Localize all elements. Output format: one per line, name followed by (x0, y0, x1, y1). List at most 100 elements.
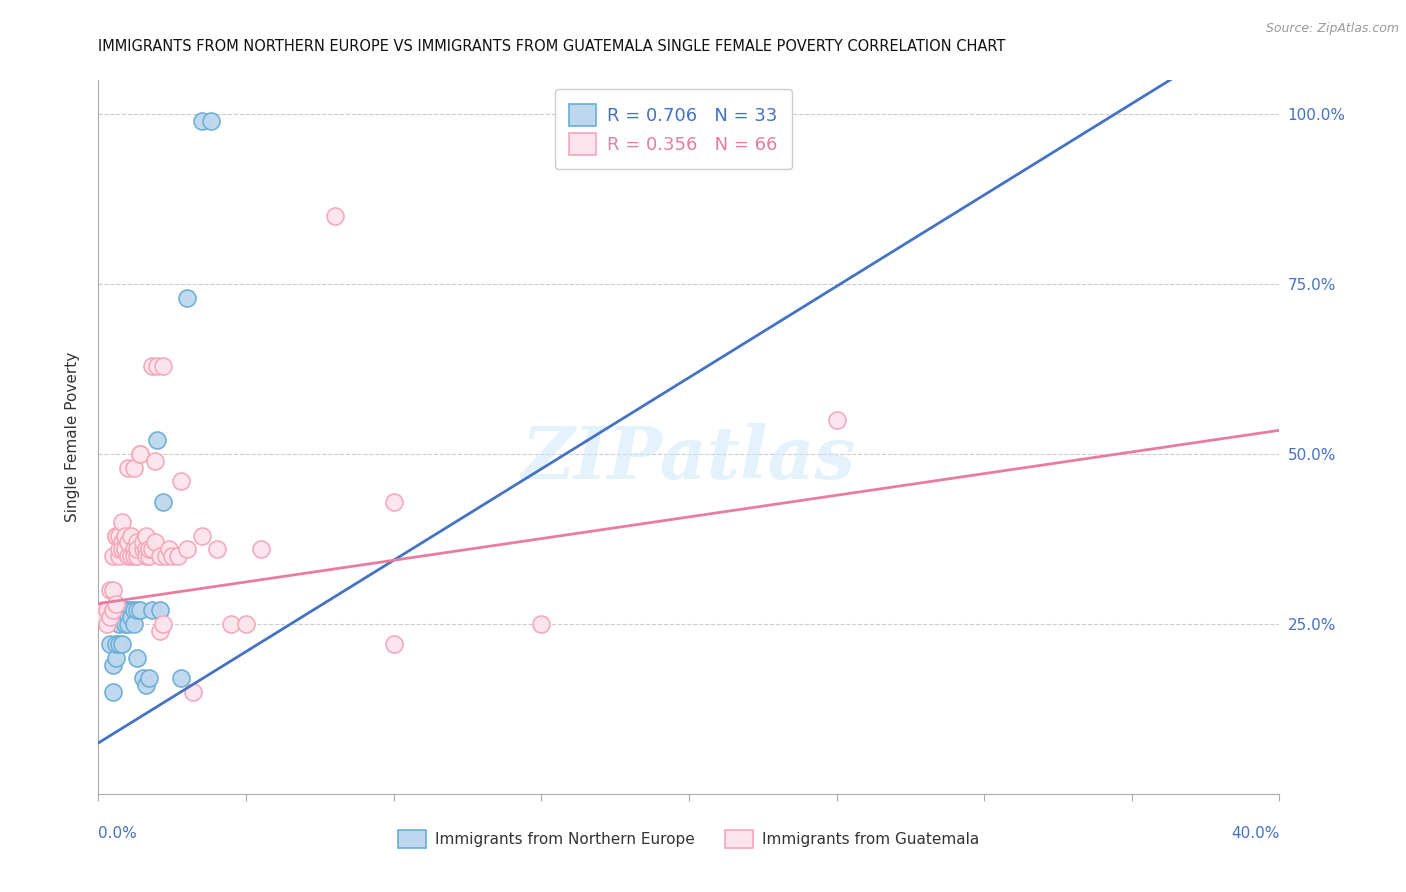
Point (200, 114, 222, 128)
Point (132, 671, 155, 685)
Text: ZIPatlas: ZIPatlas (522, 423, 856, 494)
Point (138, 671, 160, 685)
Point (125, 549, 148, 563)
Point (117, 617, 139, 632)
Point (93, 603, 115, 617)
Point (135, 542, 157, 557)
Point (108, 549, 131, 563)
Point (108, 637, 131, 651)
Point (135, 549, 157, 563)
Point (122, 549, 145, 563)
Point (96, 603, 118, 617)
Point (117, 549, 139, 563)
Point (117, 610, 139, 624)
Point (108, 528, 131, 542)
Point (108, 542, 131, 557)
Point (122, 542, 145, 557)
Point (111, 542, 134, 557)
Point (103, 685, 125, 699)
Point (103, 549, 125, 563)
Point (108, 617, 131, 632)
Point (143, 535, 166, 549)
Point (138, 542, 160, 557)
Point (111, 515, 134, 529)
Point (128, 447, 150, 461)
Point (143, 454, 166, 468)
Point (105, 528, 128, 542)
Point (135, 678, 157, 692)
Point (120, 603, 142, 617)
Text: 40.0%: 40.0% (1232, 827, 1279, 841)
Point (122, 603, 145, 617)
Point (128, 447, 150, 461)
Point (96, 617, 118, 632)
Point (111, 603, 134, 617)
Point (382, 637, 405, 651)
Point (122, 460, 145, 475)
Point (155, 549, 177, 563)
Point (149, 624, 172, 638)
Point (135, 528, 157, 542)
Point (117, 603, 139, 617)
Point (114, 603, 136, 617)
Point (120, 610, 142, 624)
Point (125, 651, 148, 665)
Point (181, 685, 204, 699)
Point (141, 542, 163, 557)
Point (170, 475, 193, 489)
Point (105, 651, 128, 665)
Legend: Immigrants from Northern Europe, Immigrants from Guatemala: Immigrants from Northern Europe, Immigra… (392, 824, 986, 854)
Point (152, 359, 174, 373)
Point (162, 549, 183, 563)
Point (114, 528, 136, 542)
Point (138, 549, 160, 563)
Point (176, 291, 198, 305)
Text: Source: ZipAtlas.com: Source: ZipAtlas.com (1265, 22, 1399, 36)
Point (103, 657, 125, 672)
Point (152, 617, 174, 632)
Point (111, 535, 134, 549)
Point (114, 542, 136, 557)
Point (250, 542, 273, 557)
Point (111, 637, 134, 651)
Point (125, 603, 148, 617)
Point (191, 114, 214, 128)
Point (146, 359, 169, 373)
Y-axis label: Single Female Poverty: Single Female Poverty (65, 352, 80, 522)
Point (117, 535, 139, 549)
Point (132, 542, 155, 557)
Point (157, 542, 180, 557)
Point (93, 610, 115, 624)
Point (105, 597, 128, 611)
Point (219, 617, 242, 632)
Point (205, 542, 228, 557)
Text: 0.0%: 0.0% (98, 827, 138, 841)
Point (105, 637, 128, 651)
Point (149, 603, 172, 617)
Point (530, 617, 553, 632)
Point (191, 528, 214, 542)
Point (120, 549, 142, 563)
Point (323, 209, 346, 223)
Point (98, 637, 121, 651)
Point (825, 413, 848, 427)
Text: IMMIGRANTS FROM NORTHERN EUROPE VS IMMIGRANTS FROM GUATEMALA SINGLE FEMALE POVER: IMMIGRANTS FROM NORTHERN EUROPE VS IMMIG… (98, 38, 1005, 54)
Point (105, 528, 128, 542)
Point (122, 617, 145, 632)
Point (125, 542, 148, 557)
Point (167, 549, 190, 563)
Point (382, 494, 405, 508)
Point (152, 494, 174, 508)
Point (120, 528, 142, 542)
Point (96, 603, 118, 617)
Point (235, 617, 257, 632)
Point (170, 671, 193, 685)
Point (141, 603, 163, 617)
Point (149, 549, 172, 563)
Point (146, 434, 169, 448)
Point (125, 535, 148, 549)
Point (114, 617, 136, 632)
Point (103, 603, 125, 617)
Point (117, 460, 139, 475)
Point (128, 603, 150, 617)
